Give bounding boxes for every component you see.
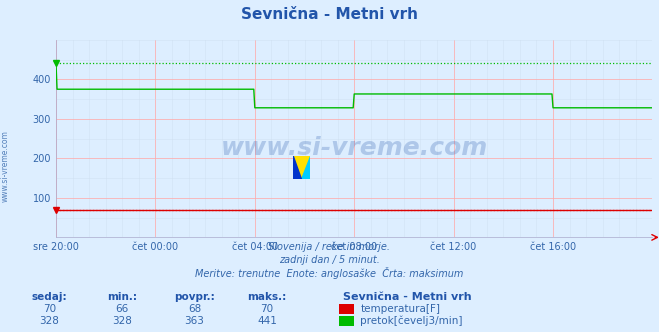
Text: 70: 70 [43,304,56,314]
Text: maks.:: maks.: [247,292,287,302]
Text: pretok[čevelj3/min]: pretok[čevelj3/min] [360,316,463,326]
Text: zadnji dan / 5 minut.: zadnji dan / 5 minut. [279,255,380,265]
Polygon shape [302,156,310,179]
Text: 66: 66 [115,304,129,314]
Text: min.:: min.: [107,292,137,302]
Text: temperatura[F]: temperatura[F] [360,304,440,314]
Text: 328: 328 [40,316,59,326]
Text: 70: 70 [260,304,273,314]
Text: Sevnična - Metni vrh: Sevnična - Metni vrh [343,292,471,302]
Text: Slovenija / reke in morje.: Slovenija / reke in morje. [268,242,391,252]
Text: Sevnična - Metni vrh: Sevnična - Metni vrh [241,7,418,23]
Text: povpr.:: povpr.: [174,292,215,302]
Text: Meritve: trenutne  Enote: anglosaške  Črta: maksimum: Meritve: trenutne Enote: anglosaške Črta… [195,267,464,279]
Text: 363: 363 [185,316,204,326]
Text: www.si-vreme.com: www.si-vreme.com [1,130,10,202]
Text: 441: 441 [257,316,277,326]
Text: 328: 328 [112,316,132,326]
Text: www.si-vreme.com: www.si-vreme.com [221,136,488,160]
Text: sedaj:: sedaj: [32,292,67,302]
Text: 68: 68 [188,304,201,314]
Polygon shape [293,156,302,179]
